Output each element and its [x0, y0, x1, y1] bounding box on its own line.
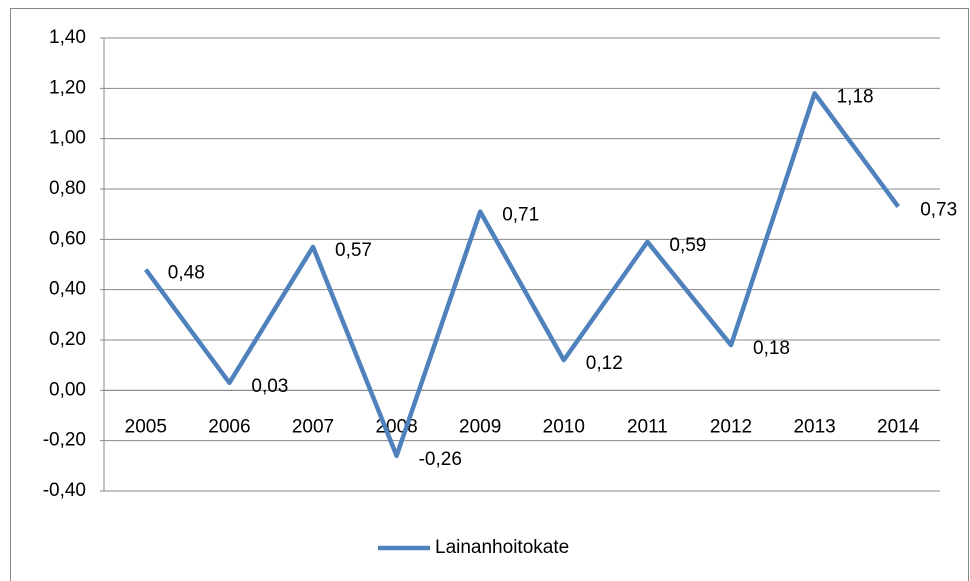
- chart-border: [10, 8, 969, 581]
- data-label: 0,03: [251, 376, 288, 397]
- x-tick-label: 2007: [292, 416, 334, 437]
- y-tick-label: 1,00: [49, 128, 86, 149]
- x-tick-label: 2013: [793, 416, 835, 437]
- data-label: -0,26: [419, 449, 462, 470]
- x-tick-label: 2014: [877, 416, 920, 437]
- x-tick-label: 2009: [459, 416, 501, 437]
- y-tick-label: -0,40: [43, 480, 86, 501]
- data-label: 0,73: [920, 200, 957, 221]
- y-tick-label: 0,80: [49, 178, 86, 199]
- y-tick-label: 0,60: [49, 228, 86, 249]
- data-label: 0,12: [586, 353, 623, 374]
- x-tick-label: 2005: [125, 416, 167, 437]
- y-tick-label: 0,00: [49, 379, 86, 400]
- y-tick-label: 1,20: [49, 77, 86, 98]
- data-label: 0,57: [335, 240, 372, 261]
- x-tick-label: 2010: [543, 416, 585, 437]
- data-label: 0,71: [502, 205, 539, 226]
- y-tick-label: -0,20: [43, 430, 86, 451]
- data-line: [143, 91, 901, 459]
- x-tick-label: 2011: [627, 416, 668, 437]
- data-label: 0,18: [753, 338, 790, 359]
- legend-label: Lainanhoitokate: [435, 537, 569, 558]
- data-label: 1,18: [837, 86, 874, 107]
- data-label: 0,48: [168, 263, 205, 284]
- x-tick-label: 2006: [208, 416, 250, 437]
- y-tick-label: 0,40: [49, 279, 86, 300]
- y-tick-label: 1,40: [49, 27, 86, 48]
- x-tick-label: 2012: [710, 416, 752, 437]
- y-tick-label: 0,20: [49, 329, 86, 350]
- data-label: 0,59: [669, 235, 706, 256]
